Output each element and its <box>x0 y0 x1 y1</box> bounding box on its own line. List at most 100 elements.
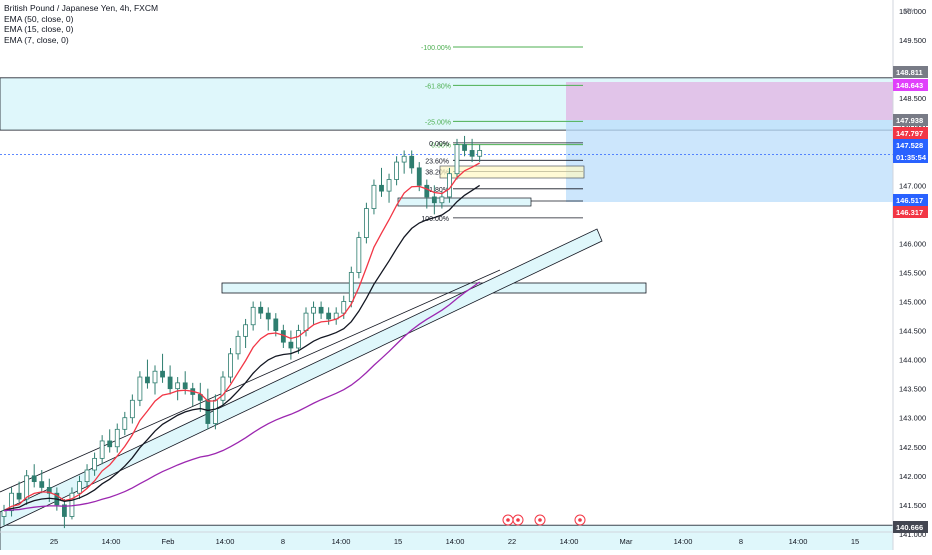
trend-channel <box>0 228 603 529</box>
price-label-bg <box>893 114 928 126</box>
candle-body <box>69 492 75 517</box>
candle <box>175 377 181 401</box>
indicator-ema15[interactable]: EMA (15, close, 0) <box>4 24 74 34</box>
time-tick-label: 14:00 <box>789 537 808 546</box>
time-tick-label: Mar <box>620 537 633 546</box>
time-tick-label: 8 <box>281 537 285 546</box>
time-tick-label: 14:00 <box>332 537 351 546</box>
price-tick-label: 144.500 <box>899 327 926 336</box>
candle-body <box>39 481 45 488</box>
indicator-ema7[interactable]: EMA (7, close, 0) <box>4 34 69 45</box>
price-label: 147.938 <box>896 116 923 125</box>
candle <box>401 150 407 174</box>
candle <box>348 266 354 308</box>
price-label-bg <box>893 66 928 78</box>
candle-body <box>371 184 377 209</box>
candle <box>152 365 158 395</box>
price-label: 01:35:54 <box>896 153 927 162</box>
ema50-line <box>3 281 481 512</box>
price-tick-label: 141.500 <box>899 501 926 510</box>
candle-body <box>258 306 264 314</box>
candle-body <box>84 469 90 483</box>
candle <box>318 301 324 319</box>
fib-ext-label: -100.00% <box>421 45 451 52</box>
fib-ext-label: -25.00% <box>425 119 451 126</box>
candle-body <box>145 376 150 384</box>
candle <box>62 499 67 529</box>
price-tick-label: 148.500 <box>899 94 926 103</box>
fib-retrace-label: 61.80% <box>425 187 449 194</box>
price-label-bg <box>893 521 928 533</box>
candle-body <box>477 150 483 157</box>
candle-body <box>462 144 467 151</box>
candle-body <box>326 312 332 320</box>
demand-zone-bottom <box>0 524 894 555</box>
candle <box>205 388 211 430</box>
price-label-bg <box>893 127 928 139</box>
candle <box>129 394 135 424</box>
fib-retrace-label: 38.20% <box>425 169 449 176</box>
candle-body <box>401 155 407 163</box>
event-dot <box>578 518 582 522</box>
candle <box>469 138 475 163</box>
candle-body <box>311 306 316 314</box>
ema15-line <box>3 184 481 512</box>
indicator-ema50[interactable]: EMA (50, close, 0) <box>4 13 74 24</box>
symbol-title[interactable]: British Pound / Japanese Yen, 4h, FXCM <box>4 3 159 13</box>
candle-body <box>235 335 241 355</box>
order-block <box>397 197 532 207</box>
ema7-line <box>3 162 480 512</box>
fib-golden-zone <box>439 165 585 179</box>
candle-body <box>296 330 301 349</box>
price-tick-label: 149.500 <box>899 36 926 45</box>
candle <box>160 353 165 383</box>
currency-label: JPY <box>903 8 916 15</box>
candle <box>137 371 143 407</box>
time-tick-label: 14:00 <box>674 537 693 546</box>
candle-body <box>92 457 97 471</box>
price-tick-label: 150.000 <box>899 7 926 16</box>
candle <box>220 371 226 407</box>
candle-body <box>386 179 392 192</box>
candle <box>454 138 460 180</box>
candle <box>24 470 30 505</box>
candle <box>114 423 120 453</box>
candle-body <box>24 475 30 500</box>
candle <box>190 382 196 407</box>
time-tick-label: 22 <box>508 537 516 546</box>
time-tick-label: Feb <box>162 537 175 546</box>
candle-body <box>160 370 165 378</box>
candle <box>477 144 483 163</box>
candle-body <box>416 167 422 186</box>
candle <box>31 464 37 488</box>
price-label-bg <box>893 139 928 151</box>
candle-body <box>363 208 369 239</box>
candle-body <box>439 196 445 204</box>
candle <box>16 481 22 502</box>
candle-body <box>122 417 128 430</box>
candle <box>386 173 392 203</box>
candle <box>409 150 415 174</box>
time-tick-label: 14:00 <box>560 537 579 546</box>
event-dot <box>516 518 520 522</box>
candle <box>363 202 369 244</box>
time-tick-label: 15 <box>851 537 859 546</box>
candle-body <box>205 399 211 424</box>
candle-body <box>182 382 188 390</box>
price-label: 147.797 <box>896 129 923 138</box>
time-tick-label: 14:00 <box>102 537 121 546</box>
profit-target-box <box>566 82 893 120</box>
candle <box>296 324 301 354</box>
candle <box>39 470 45 494</box>
candle <box>228 347 233 383</box>
candle-body <box>341 301 347 314</box>
price-label-bg <box>893 194 928 206</box>
fib-ext-label: 0.00% <box>431 143 451 150</box>
candle-body <box>77 481 82 494</box>
candle-body <box>228 353 233 378</box>
price-tick-label: 144.000 <box>899 356 926 365</box>
fib-retrace-label: 0.00% <box>429 141 449 148</box>
candle-body <box>250 306 256 326</box>
